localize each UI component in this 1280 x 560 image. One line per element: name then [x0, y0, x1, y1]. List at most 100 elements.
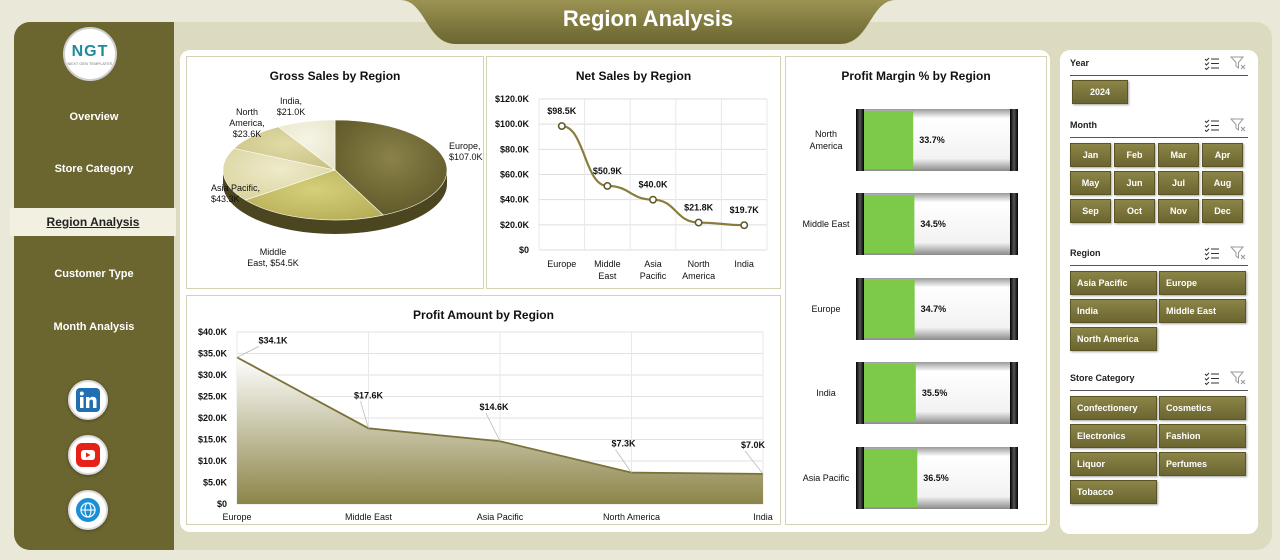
y-tick-label: $100.0K	[495, 119, 530, 129]
profit-data-label: $7.3K	[611, 439, 636, 449]
clear-filter-icon	[1229, 246, 1246, 260]
y-tick-label: $20.0K	[500, 220, 530, 230]
month-slicer-label: Month	[1070, 120, 1097, 130]
region-option[interactable]: India	[1070, 299, 1157, 323]
website-button[interactable]	[68, 490, 108, 530]
store-category-option[interactable]: Perfumes	[1159, 452, 1246, 476]
net-sales-data-label: $98.5K	[547, 106, 577, 116]
year-option[interactable]: 2024	[1072, 80, 1128, 104]
month-option[interactable]: Mar	[1158, 143, 1199, 167]
nav-region-analysis[interactable]: Region Analysis	[10, 208, 176, 236]
profit-amount-area-chart: $0 $5.0K $10.0K $15.0K $20.0K $25.0K $30.0K $35…	[198, 327, 773, 522]
x-tick-label: North America	[682, 259, 715, 281]
profit-margin-bar-chart: 33.7% North America 34.5% Middle East 34.7% Eu…	[802, 109, 1018, 509]
gross-sales-pie-chart: Europe, $107.0K Middle East, $54.5K Asia Pac…	[211, 96, 483, 268]
clear-filter-icon	[1229, 371, 1246, 385]
store-category-slicer-clear-filter-button[interactable]	[1229, 371, 1246, 390]
region-option[interactable]: Europe	[1159, 271, 1246, 295]
profit-data-label: $34.1K	[258, 335, 288, 345]
region-slicer-label: Region	[1070, 248, 1101, 258]
net-sales-point	[694, 218, 703, 227]
store-category-option[interactable]: Confectionery	[1070, 396, 1157, 420]
margin-bar-fill	[864, 111, 914, 169]
profit-data-label: $14.6K	[479, 402, 509, 412]
margin-bar-cap-right	[1010, 278, 1018, 340]
month-option[interactable]: Jun	[1114, 171, 1155, 195]
multi-select-icon	[1204, 119, 1219, 133]
net-sales-data-label: $19.7K	[730, 205, 760, 215]
month-option[interactable]: Feb	[1114, 143, 1155, 167]
x-tick-label: India	[734, 259, 754, 269]
y-tick-label: $0	[519, 245, 529, 255]
multi-select-icon	[1204, 57, 1219, 71]
y-tick-label: $80.0K	[500, 144, 530, 154]
region-slicer-multi-select-button[interactable]	[1204, 246, 1220, 265]
youtube-button[interactable]	[68, 435, 108, 475]
store-category-slicer-header: Store Category	[1070, 371, 1248, 391]
title-tab	[400, 0, 896, 44]
profit-amount-title: Profit Amount by Region	[413, 308, 554, 322]
store-category-option[interactable]: Tobacco	[1070, 480, 1157, 504]
store-category-option[interactable]: Cosmetics	[1159, 396, 1246, 420]
margin-category-label: Asia Pacific	[803, 473, 850, 483]
margin-data-label: 33.7%	[919, 135, 945, 145]
nav-store-category[interactable]: Store Category	[54, 163, 134, 175]
region-option[interactable]: Middle East	[1159, 299, 1246, 323]
store-category-option[interactable]: Electronics	[1070, 424, 1157, 448]
y-tick-label: $20.0K	[198, 413, 228, 423]
margin-data-label: 34.7%	[921, 304, 947, 314]
store-category-option[interactable]: Liquor	[1070, 452, 1157, 476]
region-option[interactable]: North America	[1070, 327, 1157, 351]
year-slicer-multi-select-button[interactable]	[1204, 56, 1220, 75]
margin-bar-cap-left	[856, 193, 864, 255]
x-tick-label: India	[753, 512, 773, 522]
leader-line	[615, 449, 632, 473]
nav-overview[interactable]: Overview	[69, 111, 119, 123]
pie-slice-asia-pacific	[222, 148, 337, 201]
month-slicer-header: Month	[1070, 118, 1248, 138]
youtube-icon	[76, 443, 100, 467]
linkedin-button[interactable]	[68, 380, 108, 420]
margin-data-label: 36.5%	[923, 473, 949, 483]
y-tick-label: $60.0K	[500, 170, 530, 180]
store-category-slicer-multi-select-button[interactable]	[1204, 371, 1220, 390]
month-option[interactable]: Nov	[1158, 199, 1199, 223]
net-sales-line	[561, 124, 745, 227]
margin-bar-cap-left	[856, 109, 864, 171]
y-tick-label: $40.0K	[198, 327, 228, 337]
nav-month-analysis[interactable]: Month Analysis	[53, 321, 135, 333]
month-option[interactable]: Sep	[1070, 199, 1111, 223]
pie-data-label: Europe, $107.0K	[449, 141, 483, 162]
pie-data-label: Middle East, $54.5K	[247, 247, 299, 268]
region-slicer-controls	[1204, 246, 1246, 265]
month-option[interactable]: Apr	[1202, 143, 1243, 167]
region-slicer-clear-filter-button[interactable]	[1229, 246, 1246, 265]
month-option[interactable]: Jan	[1070, 143, 1111, 167]
year-slicer-clear-filter-button[interactable]	[1229, 56, 1246, 75]
profit-margin-title: Profit Margin % by Region	[841, 69, 991, 83]
clear-filter-icon	[1229, 118, 1246, 132]
store-category-option[interactable]: Fashion	[1159, 424, 1246, 448]
gross-sales-title: Gross Sales by Region	[269, 69, 401, 83]
multi-select-icon	[1204, 247, 1219, 261]
margin-category-label: Europe	[811, 304, 840, 314]
month-option[interactable]: Dec	[1202, 199, 1243, 223]
margin-bar-cap-right	[1010, 193, 1018, 255]
linkedin-icon	[76, 388, 100, 412]
nav-customer-type[interactable]: Customer Type	[54, 268, 134, 280]
region-option[interactable]: Asia Pacific	[1070, 271, 1157, 295]
margin-bar-cap-right	[1010, 362, 1018, 424]
margin-category-label: India	[816, 388, 836, 398]
leader-line	[360, 401, 369, 429]
month-slicer-multi-select-button[interactable]	[1204, 118, 1220, 137]
month-option[interactable]: Aug	[1202, 171, 1243, 195]
globe-icon	[76, 498, 100, 522]
pie-data-label: Asia Pacific, $43.3K	[211, 183, 260, 204]
year-slicer-label: Year	[1070, 58, 1090, 68]
month-slicer-clear-filter-button[interactable]	[1229, 118, 1246, 137]
net-sales-point	[649, 195, 657, 204]
month-option[interactable]: May	[1070, 171, 1111, 195]
month-option[interactable]: Oct	[1114, 199, 1155, 223]
month-option[interactable]: Jul	[1158, 171, 1199, 195]
multi-select-icon	[1204, 372, 1219, 386]
